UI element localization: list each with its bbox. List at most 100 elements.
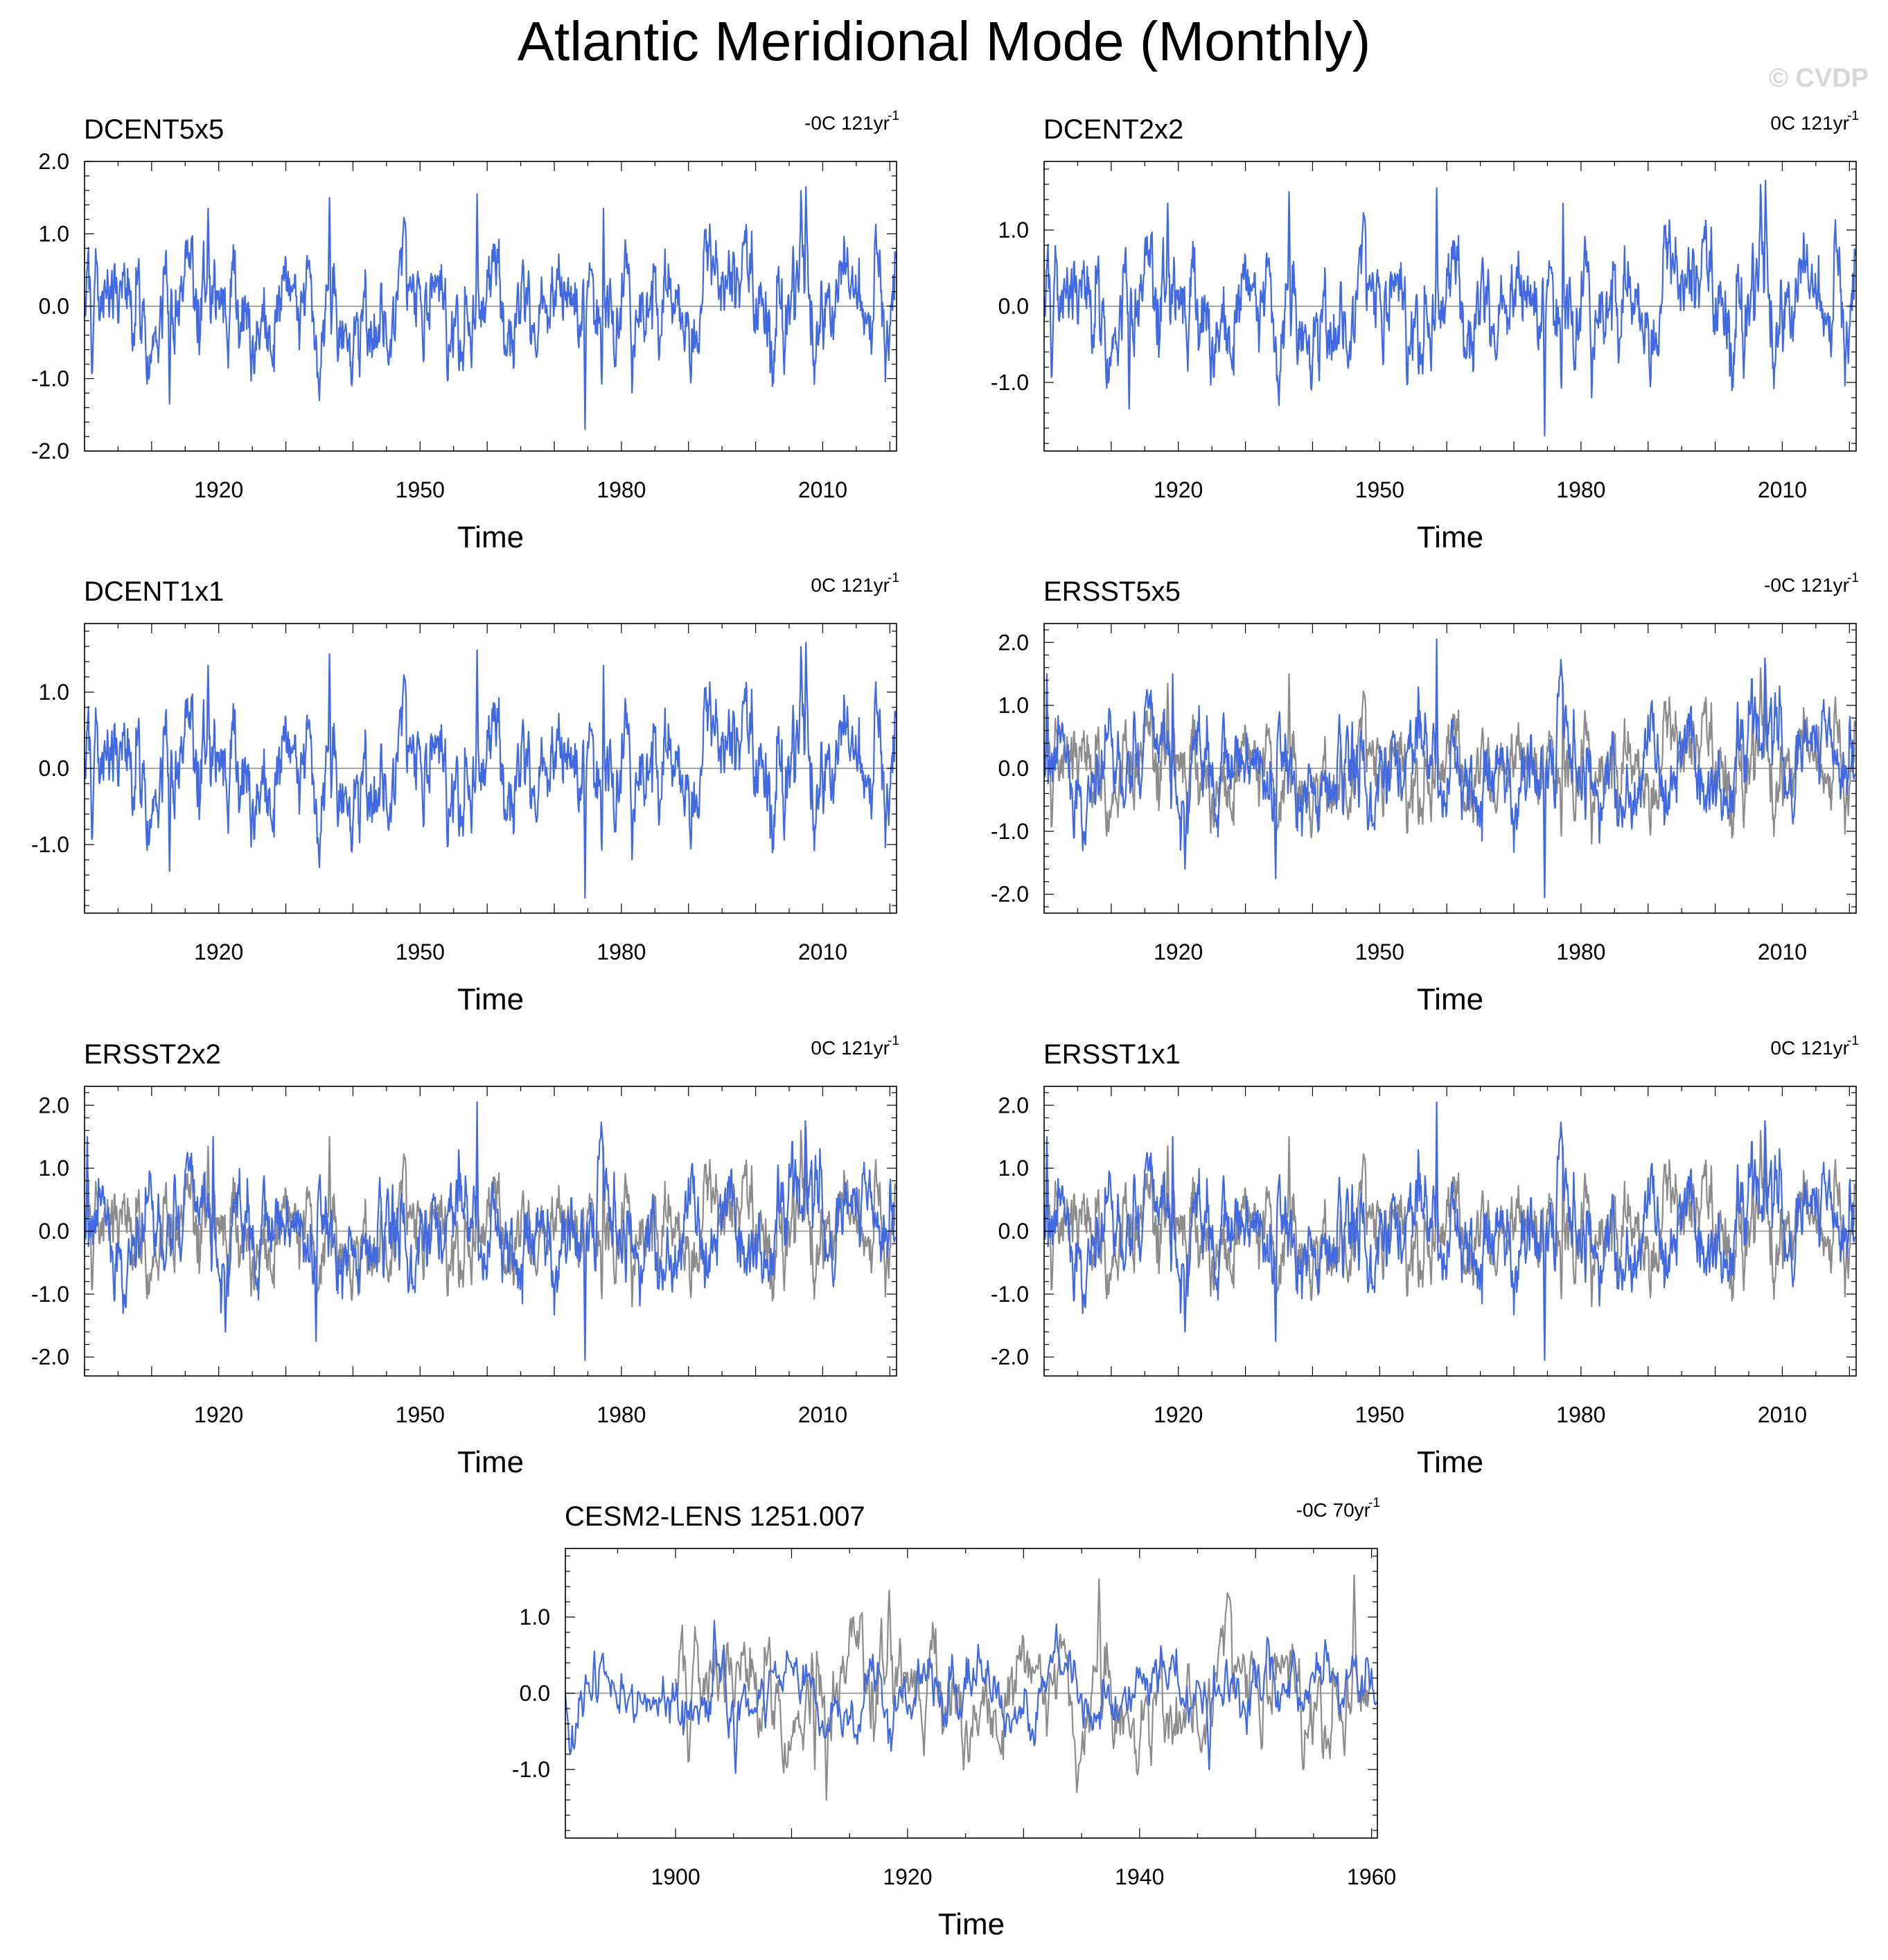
x-axis-label: Time bbox=[457, 1445, 524, 1479]
panel-ersst2x2: ERSST2x2 0C 121yr-1 1920 1950 1980 2010 -2.0 -1… bbox=[31, 1034, 899, 1479]
y-tick-label: 0.0 bbox=[520, 1681, 550, 1706]
x-axis-label: Time bbox=[1417, 982, 1483, 1016]
trend-exponent: -1 bbox=[1847, 1034, 1859, 1048]
x-tick-label: 1920 bbox=[194, 1402, 243, 1427]
x-tick-label: 1960 bbox=[1347, 1864, 1396, 1889]
x-tick-label: 2010 bbox=[798, 477, 847, 502]
y-tick-label: 0.0 bbox=[39, 1219, 69, 1244]
x-axis-label: Time bbox=[1417, 520, 1483, 554]
series-line-dcent2x2-amm bbox=[1044, 179, 1856, 437]
y-tick-label: -2.0 bbox=[991, 1345, 1029, 1370]
y-tick-label: 1.0 bbox=[998, 1156, 1029, 1181]
y-tick-label: -1.0 bbox=[991, 1282, 1029, 1307]
series-line-dcent5x5-amm bbox=[85, 186, 897, 430]
y-tick-label: 2.0 bbox=[39, 149, 69, 174]
x-tick-label: 1920 bbox=[194, 939, 243, 964]
trend-annotation: 0C 121yr bbox=[811, 574, 890, 596]
x-tick-label: 2010 bbox=[798, 939, 847, 964]
panel-title: ERSST5x5 bbox=[1043, 576, 1181, 607]
x-tick-label: 1950 bbox=[1355, 939, 1404, 964]
trend-annotation: 0C 121yr bbox=[1770, 1037, 1849, 1059]
panel-ersst5x5: ERSST5x5 -0C 121yr-1 1920 1950 1980 2010 -2.0 -… bbox=[991, 571, 1859, 1016]
x-tick-label: 1920 bbox=[1154, 939, 1203, 964]
panel-title: DCENT5x5 bbox=[84, 114, 224, 145]
y-tick-label: -1.0 bbox=[991, 819, 1029, 844]
panel-title: DCENT1x1 bbox=[84, 576, 224, 607]
x-tick-label: 1980 bbox=[1556, 939, 1605, 964]
panel-dcent5x5: DCENT5x5 -0C 121yr-1 1920 1950 1980 2010 -2.0 -… bbox=[31, 109, 899, 554]
trend-annotation: -0C 121yr bbox=[1764, 574, 1849, 596]
series-line-cesm2-lens-1251-007-amm bbox=[565, 1620, 1377, 1774]
x-tick-label: 1950 bbox=[1355, 1402, 1404, 1427]
figure-title: Atlantic Meridional Mode (Monthly) bbox=[517, 10, 1371, 72]
trend-exponent: -1 bbox=[1368, 1496, 1380, 1510]
series-line-ersst2x2-amm bbox=[85, 1101, 897, 1361]
y-tick-label: 2.0 bbox=[39, 1093, 69, 1118]
y-tick-label: 2.0 bbox=[998, 630, 1029, 655]
trend-annotation: 0C 121yr bbox=[1770, 112, 1849, 134]
trend-exponent: -1 bbox=[888, 1034, 899, 1048]
panel-cesm2-lens-1251-007: CESM2-LENS 1251.007 -0C 70yr-1 1900 1920 194… bbox=[512, 1496, 1396, 1941]
y-tick-label: 0.0 bbox=[39, 756, 69, 781]
x-tick-label: 1950 bbox=[396, 939, 445, 964]
x-tick-label: 1980 bbox=[1556, 477, 1605, 502]
panel-dcent1x1: DCENT1x1 0C 121yr-1 1920 1950 1980 2010 -1.0 0.… bbox=[31, 571, 899, 1016]
y-tick-label: 1.0 bbox=[39, 222, 69, 247]
x-tick-label: 1980 bbox=[597, 477, 646, 502]
x-tick-label: 1920 bbox=[883, 1864, 932, 1889]
x-tick-label: 1980 bbox=[597, 939, 646, 964]
trend-exponent: -1 bbox=[888, 571, 899, 585]
y-tick-label: -1.0 bbox=[512, 1757, 550, 1782]
x-tick-label: 1920 bbox=[194, 477, 243, 502]
y-tick-label: 1.0 bbox=[998, 693, 1029, 718]
y-tick-label: -2.0 bbox=[991, 882, 1029, 907]
y-tick-label: 0.0 bbox=[998, 1219, 1029, 1244]
x-axis-label: Time bbox=[938, 1907, 1005, 1941]
x-tick-label: 2010 bbox=[1758, 939, 1807, 964]
x-tick-label: 1900 bbox=[651, 1864, 700, 1889]
trend-annotation: -0C 121yr bbox=[804, 112, 890, 134]
trend-exponent: -1 bbox=[888, 109, 899, 123]
trend-exponent: -1 bbox=[1847, 571, 1859, 585]
trend-exponent: -1 bbox=[1847, 109, 1859, 123]
y-tick-label: 0.0 bbox=[39, 294, 69, 319]
x-tick-label: 1920 bbox=[1154, 1402, 1203, 1427]
series-line-reference bbox=[675, 1574, 1372, 1801]
panel-title: ERSST1x1 bbox=[1043, 1039, 1181, 1070]
series-line-ersst1x1-amm bbox=[1044, 1101, 1856, 1361]
x-axis-label: Time bbox=[457, 982, 524, 1016]
y-tick-label: -2.0 bbox=[31, 439, 69, 463]
panel-ersst1x1: ERSST1x1 0C 121yr-1 1920 1950 1980 2010 -2.0 -1… bbox=[991, 1034, 1859, 1479]
y-tick-label: 0.0 bbox=[998, 294, 1029, 319]
y-tick-label: 0.0 bbox=[998, 756, 1029, 781]
series-line-ersst5x5-amm bbox=[1044, 638, 1856, 899]
y-tick-label: 1.0 bbox=[39, 680, 69, 705]
series-line-dcent1x1-amm bbox=[85, 642, 897, 899]
x-tick-label: 1950 bbox=[396, 477, 445, 502]
x-tick-label: 2010 bbox=[798, 1402, 847, 1427]
y-tick-label: 1.0 bbox=[520, 1605, 550, 1630]
panel-title: CESM2-LENS 1251.007 bbox=[565, 1501, 865, 1532]
panel-dcent2x2: DCENT2x2 0C 121yr-1 1920 1950 1980 2010 -1.0 0.… bbox=[991, 109, 1859, 554]
x-tick-label: 2010 bbox=[1758, 477, 1807, 502]
x-tick-label: 2010 bbox=[1758, 1402, 1807, 1427]
x-tick-label: 1950 bbox=[1355, 477, 1404, 502]
cvdp-watermark: © CVDP bbox=[1768, 64, 1869, 93]
y-tick-label: -2.0 bbox=[31, 1345, 69, 1370]
x-axis-label: Time bbox=[1417, 1445, 1483, 1479]
y-tick-label: -1.0 bbox=[31, 832, 69, 857]
x-axis-label: Time bbox=[457, 520, 524, 554]
y-tick-label: -1.0 bbox=[31, 1282, 69, 1307]
trend-annotation: 0C 121yr bbox=[811, 1037, 890, 1059]
x-tick-label: 1980 bbox=[597, 1402, 646, 1427]
trend-annotation: -0C 70yr bbox=[1296, 1499, 1370, 1521]
y-tick-label: -1.0 bbox=[991, 370, 1029, 395]
x-tick-label: 1980 bbox=[1556, 1402, 1605, 1427]
panel-title: ERSST2x2 bbox=[84, 1039, 221, 1070]
y-tick-label: -1.0 bbox=[31, 367, 69, 391]
x-tick-label: 1940 bbox=[1115, 1864, 1164, 1889]
y-tick-label: 2.0 bbox=[998, 1093, 1029, 1118]
x-tick-label: 1950 bbox=[396, 1402, 445, 1427]
